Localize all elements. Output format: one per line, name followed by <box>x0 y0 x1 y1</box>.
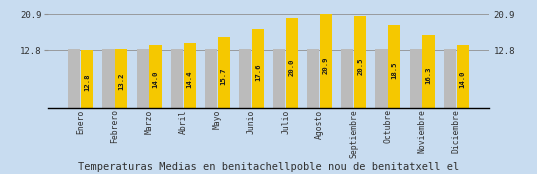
Bar <box>103 49 114 108</box>
Bar <box>423 35 434 108</box>
Text: 17.6: 17.6 <box>255 64 261 81</box>
Bar <box>205 49 217 108</box>
Text: 14.0: 14.0 <box>460 71 466 88</box>
Bar <box>320 14 332 108</box>
Bar <box>375 49 388 108</box>
Bar <box>410 49 422 108</box>
Text: 12.8: 12.8 <box>84 73 90 91</box>
Bar <box>171 49 183 108</box>
Text: 18.5: 18.5 <box>391 62 397 79</box>
Text: 14.4: 14.4 <box>186 70 193 88</box>
Bar <box>444 49 456 108</box>
Bar <box>217 38 230 108</box>
Text: 20.0: 20.0 <box>289 59 295 76</box>
Bar <box>456 45 469 108</box>
Bar <box>136 49 149 108</box>
Bar <box>354 16 366 108</box>
Text: 16.3: 16.3 <box>425 66 431 84</box>
Text: Temperaturas Medias en benitachellpoble nou de benitatxell el: Temperaturas Medias en benitachellpoble … <box>78 162 459 172</box>
Bar <box>149 45 162 108</box>
Bar <box>307 49 320 108</box>
Text: 13.2: 13.2 <box>118 73 125 90</box>
Bar <box>342 49 353 108</box>
Bar <box>273 49 285 108</box>
Text: 20.5: 20.5 <box>357 58 363 75</box>
Text: 15.7: 15.7 <box>221 68 227 85</box>
Bar <box>388 25 401 108</box>
Bar <box>286 18 298 108</box>
Text: 14.0: 14.0 <box>153 71 158 88</box>
Bar <box>252 29 264 108</box>
Bar <box>184 43 195 108</box>
Bar <box>81 50 93 108</box>
Bar <box>68 49 81 108</box>
Text: 20.9: 20.9 <box>323 57 329 74</box>
Bar <box>239 49 251 108</box>
Bar <box>115 49 127 108</box>
